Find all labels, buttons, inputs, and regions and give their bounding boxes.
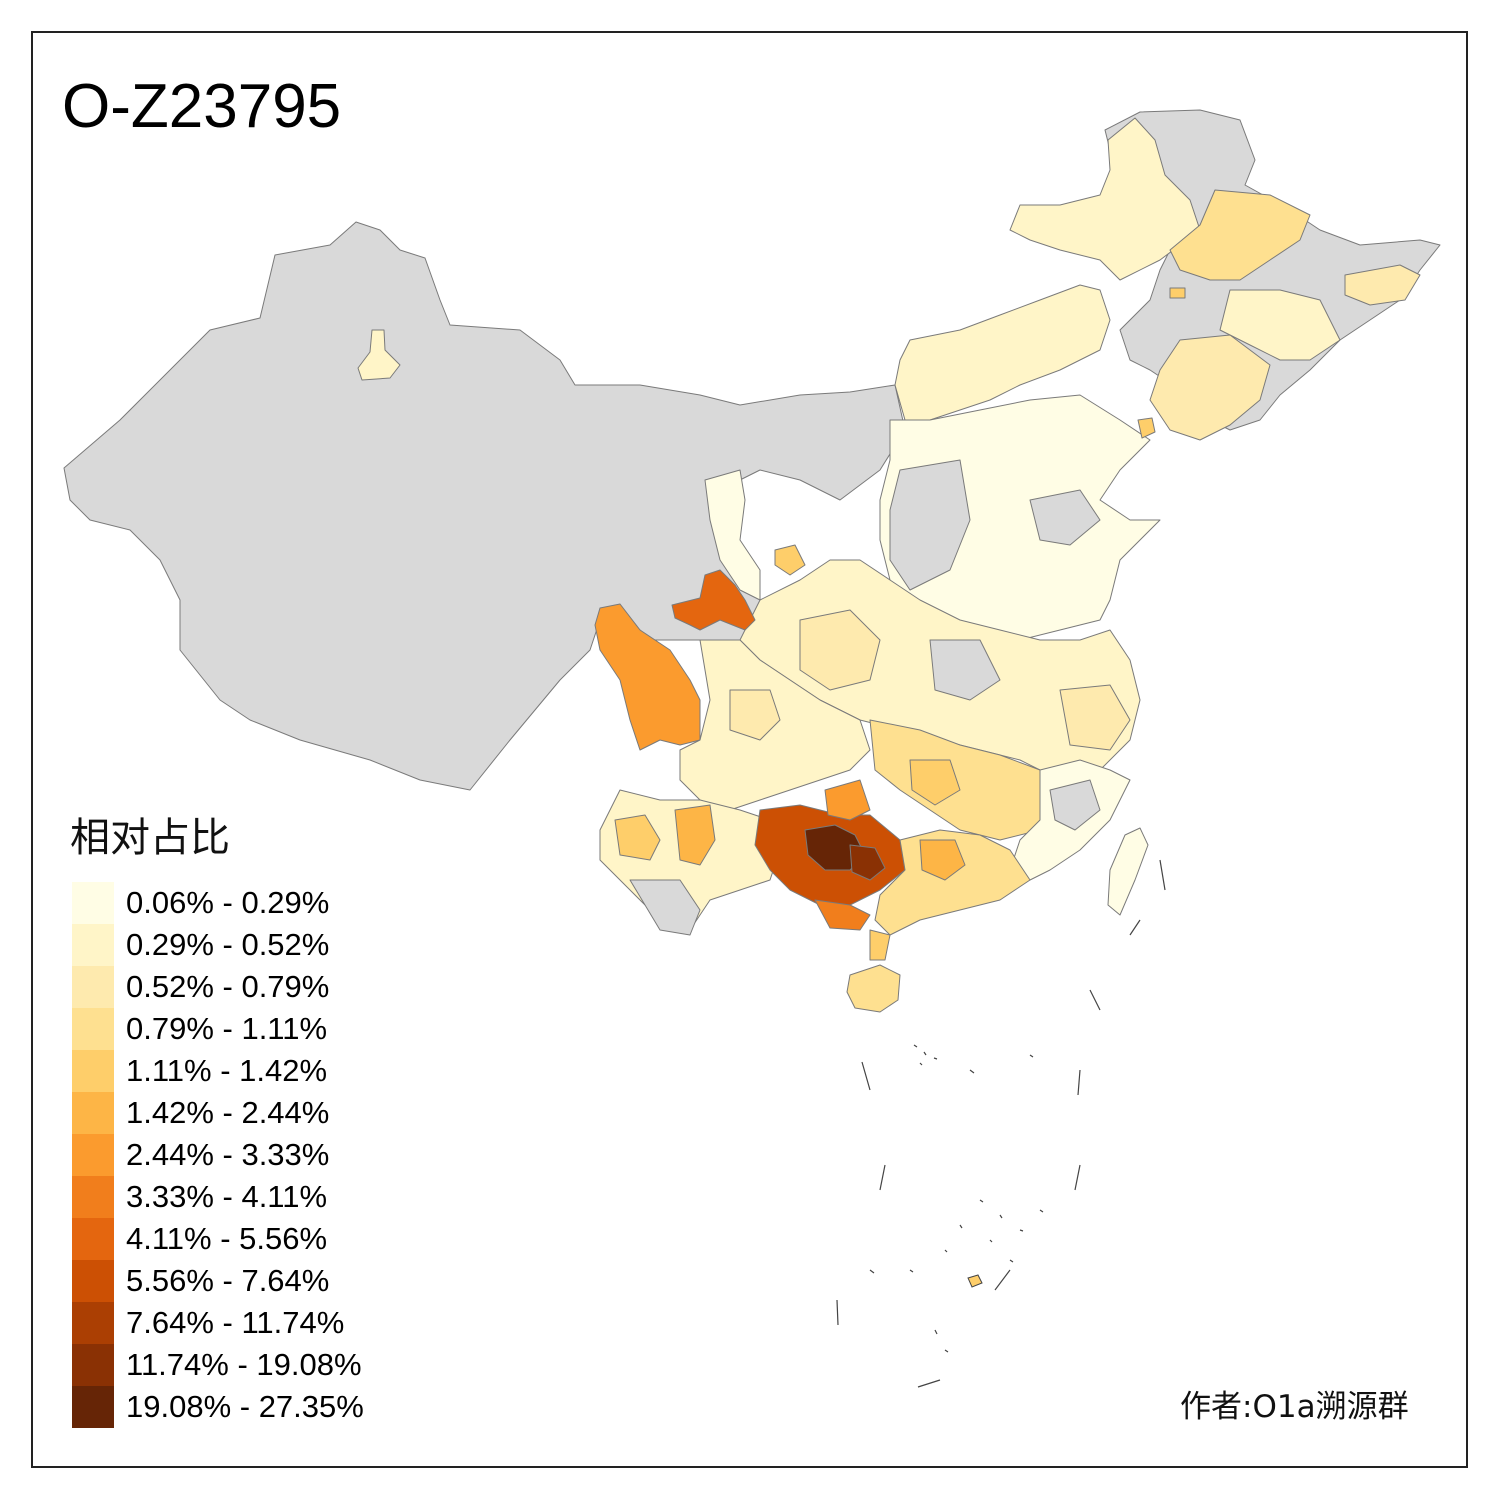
legend-swatch	[72, 1302, 114, 1344]
legend-label: 0.29% - 0.52%	[126, 927, 330, 962]
region-west-nodata	[63, 221, 906, 791]
author-credit: 作者:O1a溯源群	[1180, 1389, 1409, 1425]
region-qinghai-orange	[671, 569, 756, 631]
legend-swatch	[72, 1092, 114, 1134]
region-southeast-gray	[1049, 779, 1101, 831]
legend-label: 11.74% - 19.08%	[126, 1347, 362, 1382]
region-heilongjiang-east	[1344, 264, 1421, 306]
region-inner-mongolia	[894, 284, 1111, 421]
region-jilin-light	[1169, 189, 1311, 281]
legend-label: 0.06% - 0.29%	[126, 885, 330, 920]
legend-label: 5.56% - 7.64%	[126, 1263, 330, 1298]
legend-label: 0.52% - 0.79%	[126, 969, 330, 1004]
legend-label: 0.79% - 1.11%	[126, 1011, 328, 1046]
legend-swatch	[72, 1008, 114, 1050]
region-guangxi-brown	[849, 844, 886, 881]
legend-label: 1.42% - 2.44%	[126, 1095, 330, 1130]
region-ningxia-dot	[774, 544, 806, 576]
legend-title: 相对占比	[70, 815, 230, 861]
region-shandong-nodata	[1029, 489, 1101, 546]
legend-swatch	[72, 1176, 114, 1218]
region-taiwan	[1107, 827, 1149, 916]
region-liaoning-mix	[1149, 334, 1271, 441]
region-guangdong	[874, 829, 1031, 936]
legend-swatch	[72, 1218, 114, 1260]
region-hainan	[846, 964, 901, 1013]
legend-swatch	[72, 924, 114, 966]
region-gansu-strip	[704, 469, 761, 601]
region-guangxi-south	[814, 899, 871, 931]
south-china-sea-islands	[836, 859, 1166, 1388]
region-heilongjiang	[1009, 117, 1201, 281]
legend-label: 19.08% - 27.35%	[126, 1389, 364, 1424]
island-nansha-dot	[967, 1274, 983, 1288]
legend-label: 4.11% - 5.56%	[126, 1221, 328, 1256]
region-sichuan-patch	[729, 689, 781, 741]
region-tibet-east-orange	[594, 603, 701, 751]
region-yunnan-west-orange	[614, 814, 661, 861]
region-yunnan-gray	[629, 879, 701, 936]
map-frame	[31, 31, 1468, 1468]
legend-swatch	[72, 882, 114, 924]
region-central-patch-a	[799, 609, 881, 691]
region-guizhou-orange	[824, 779, 871, 821]
region-central-patch-c	[1059, 684, 1131, 751]
region-leizhou	[869, 929, 891, 961]
region-shanxi-nodata	[889, 459, 971, 591]
legend-swatch	[72, 1050, 114, 1092]
region-urumqi	[357, 329, 401, 381]
legend-swatch	[72, 1344, 114, 1386]
legend-label: 7.64% - 11.74%	[126, 1305, 345, 1340]
region-guangdong-orange	[919, 839, 966, 881]
legend-swatch	[72, 1386, 114, 1428]
region-liaoning-dot	[1137, 417, 1156, 439]
legend-label: 2.44% - 3.33%	[126, 1137, 330, 1172]
legend-label: 3.33% - 4.11%	[126, 1179, 328, 1214]
map-title: O-Z23795	[62, 72, 342, 141]
legend-swatch	[72, 966, 114, 1008]
legend-swatch	[72, 1260, 114, 1302]
region-beijing-dot	[1169, 287, 1186, 299]
region-yunnan-mid-orange	[674, 804, 716, 866]
region-central-patch-b	[929, 639, 1001, 701]
legend-label: 1.11% - 1.42%	[126, 1053, 328, 1088]
region-jiangxi-patch	[909, 759, 961, 806]
legend-swatch	[72, 1134, 114, 1176]
